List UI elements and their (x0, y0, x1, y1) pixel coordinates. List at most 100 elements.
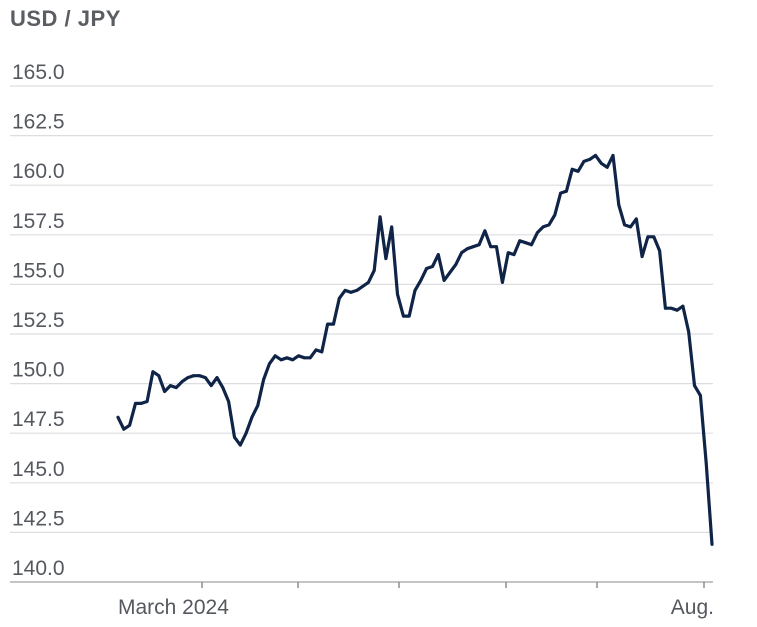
y-tick-label: 157.5 (12, 210, 65, 233)
data-point (600, 162, 603, 165)
data-point (262, 378, 265, 381)
data-point (250, 415, 254, 419)
y-tick-label: 165.0 (12, 61, 65, 84)
data-point (186, 376, 190, 379)
data-point (570, 167, 574, 171)
data-point (256, 404, 260, 407)
data-point (297, 354, 300, 358)
data-point (483, 229, 487, 233)
data-point (634, 217, 638, 221)
y-tick-label: 140.0 (12, 557, 65, 580)
data-point (198, 374, 201, 378)
data-point (402, 314, 405, 318)
data-point (594, 154, 597, 157)
data-point (704, 461, 708, 465)
data-point (326, 322, 329, 326)
data-point (337, 296, 341, 300)
data-point (268, 362, 271, 366)
data-point (693, 384, 696, 387)
data-point (442, 279, 446, 282)
data-point (565, 189, 568, 193)
data-point (209, 384, 213, 387)
y-tick-label: 162.5 (12, 111, 65, 134)
data-point (413, 289, 417, 292)
data-point (308, 356, 312, 360)
data-point (151, 370, 155, 374)
data-point (460, 251, 463, 255)
data-point (244, 431, 248, 435)
data-point (471, 245, 475, 249)
data-point (495, 245, 498, 249)
data-point (332, 322, 335, 326)
y-tick-label: 142.5 (12, 507, 65, 530)
data-point (530, 243, 533, 247)
data-point (378, 215, 382, 219)
data-point (611, 154, 615, 157)
x-tick-label: March 2024 (118, 596, 229, 619)
data-point (576, 169, 580, 173)
y-tick-label: 152.5 (12, 309, 65, 332)
data-point (559, 191, 562, 195)
data-point (658, 249, 661, 253)
data-point (238, 443, 242, 447)
data-point (436, 253, 440, 256)
data-point (233, 435, 236, 439)
data-point (204, 376, 207, 379)
data-point (588, 158, 592, 161)
y-tick-label: 145.0 (12, 458, 65, 481)
data-point (506, 251, 510, 255)
data-point (145, 400, 149, 403)
data-point (372, 269, 376, 272)
y-tick-label: 147.5 (12, 408, 65, 431)
data-point (320, 350, 324, 354)
data-point (157, 374, 161, 378)
data-point (535, 231, 539, 235)
data-point (431, 265, 434, 268)
data-point (192, 374, 196, 378)
data-point (407, 314, 411, 318)
x-tick-label: Aug. (671, 596, 714, 619)
data-point (669, 306, 673, 310)
y-tick-label: 155.0 (12, 259, 65, 282)
data-point (664, 306, 667, 310)
y-tick-label: 150.0 (12, 359, 65, 382)
data-point (279, 358, 283, 362)
data-point (355, 289, 359, 292)
data-point (169, 384, 172, 387)
data-point (454, 263, 458, 266)
data-point (466, 247, 469, 251)
data-point (291, 358, 295, 362)
data-point (367, 281, 370, 284)
data-point (174, 386, 178, 389)
data-point (699, 394, 702, 397)
data-point (489, 245, 493, 249)
data-point (605, 165, 609, 169)
data-point (477, 243, 481, 247)
data-point (501, 281, 504, 284)
data-point (314, 348, 318, 352)
data-point (349, 290, 353, 294)
data-point (215, 376, 219, 379)
data-point (512, 253, 516, 256)
series-line (116, 153, 714, 546)
data-point (710, 542, 714, 546)
data-point (652, 235, 656, 239)
data-point (180, 380, 184, 383)
data-point (221, 386, 225, 389)
data-point (640, 255, 644, 258)
data-point (425, 267, 428, 270)
y-tick-label: 160.0 (12, 160, 65, 183)
data-point (617, 203, 621, 207)
data-point (541, 225, 545, 229)
data-point (139, 402, 143, 405)
data-point (448, 271, 452, 274)
data-point (361, 285, 364, 288)
data-point (384, 257, 388, 260)
data-point (547, 223, 551, 227)
chart-title: USD / JPY (10, 6, 121, 31)
data-point (675, 308, 679, 312)
data-point (128, 423, 132, 427)
data-point (163, 390, 167, 393)
data-point (582, 160, 586, 163)
